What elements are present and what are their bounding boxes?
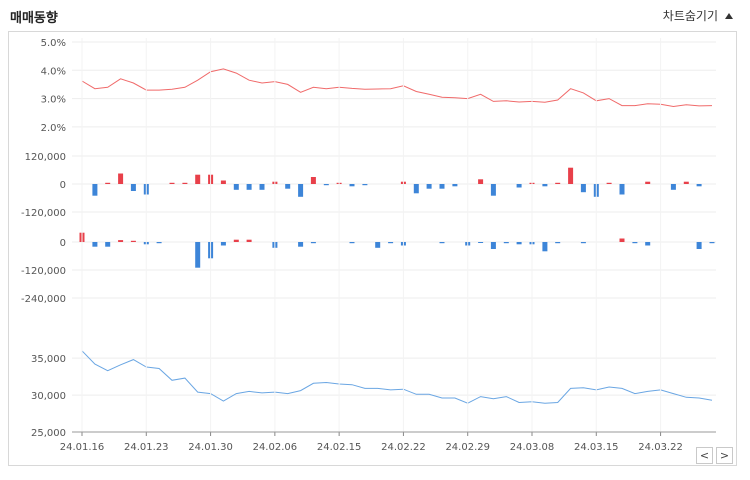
buy-bar bbox=[683, 181, 689, 184]
sell-bar bbox=[632, 242, 638, 244]
sell-bar bbox=[413, 184, 419, 194]
next-button[interactable]: > bbox=[716, 447, 733, 464]
sell-bar bbox=[92, 242, 98, 247]
y-tick-label: -120,000 bbox=[21, 208, 66, 219]
y-tick-label: 0 bbox=[60, 238, 66, 249]
buy-bar bbox=[568, 167, 574, 184]
sell-bar bbox=[709, 242, 715, 244]
sell-bar bbox=[310, 242, 316, 244]
x-tick-label: 24.01.23 bbox=[124, 442, 169, 453]
sell-bar bbox=[555, 242, 561, 244]
sell-bar bbox=[670, 184, 676, 190]
y-tick-label: -240,000 bbox=[21, 294, 66, 305]
buy-bar bbox=[310, 177, 316, 184]
buy-bar bbox=[182, 182, 188, 184]
sell-bar bbox=[516, 242, 522, 245]
sell-bar bbox=[580, 184, 586, 193]
section-title: 매매동향 bbox=[10, 11, 58, 26]
y-tick-label: -120,000 bbox=[21, 266, 66, 277]
price-series-line bbox=[81, 350, 713, 404]
sell-bar bbox=[542, 242, 548, 252]
buy-bar bbox=[220, 180, 226, 184]
rate-series-line bbox=[81, 68, 713, 108]
y-tick-label: 2.0% bbox=[41, 123, 66, 134]
prev-button[interactable]: < bbox=[696, 447, 713, 464]
sell-bar bbox=[130, 184, 136, 191]
buy-bar bbox=[195, 174, 201, 184]
buy-bar bbox=[645, 181, 651, 184]
y-tick-label: 5.0% bbox=[41, 38, 66, 49]
buy-bar bbox=[105, 182, 111, 184]
buy-bar bbox=[246, 239, 252, 242]
chart-frame bbox=[8, 31, 737, 466]
sell-bar bbox=[349, 184, 355, 187]
hide-chart-toggle[interactable]: 차트숨기기 bbox=[663, 7, 733, 24]
sell-bar bbox=[246, 184, 252, 190]
buy-bar bbox=[130, 240, 136, 242]
y-tick-label: 30,000 bbox=[31, 391, 66, 402]
sell-bar bbox=[490, 242, 496, 249]
buy-bar bbox=[606, 182, 612, 184]
sell-bar bbox=[156, 242, 162, 244]
sell-bar bbox=[426, 184, 432, 189]
y-tick-label: 35,000 bbox=[31, 354, 66, 365]
sell-bar bbox=[388, 242, 394, 244]
sell-bar bbox=[478, 242, 484, 243]
sell-bar bbox=[323, 184, 329, 186]
sell-bar bbox=[490, 184, 496, 196]
triangle-up-icon bbox=[725, 12, 733, 19]
y-tick-label: 4.0% bbox=[41, 66, 66, 77]
x-tick-label: 24.01.30 bbox=[188, 442, 233, 453]
sell-bar bbox=[516, 184, 522, 188]
buy-bar bbox=[555, 182, 561, 184]
buy-bar bbox=[118, 240, 124, 242]
sell-bar bbox=[259, 184, 265, 190]
x-tick-label: 24.03.08 bbox=[510, 442, 555, 453]
sell-bar bbox=[298, 242, 304, 247]
x-tick-label: 24.02.22 bbox=[381, 442, 426, 453]
buy-bar bbox=[619, 238, 625, 242]
sell-bar bbox=[503, 242, 509, 244]
sell-bar bbox=[233, 184, 239, 190]
sell-bar bbox=[696, 242, 702, 249]
sell-bar bbox=[220, 242, 226, 246]
sell-bar bbox=[645, 242, 651, 246]
sell-bar bbox=[696, 184, 702, 187]
sell-bar bbox=[580, 242, 586, 244]
y-tick-label: 3.0% bbox=[41, 95, 66, 106]
buy-bar bbox=[118, 173, 124, 184]
x-tick-label: 24.01.16 bbox=[60, 442, 105, 453]
x-tick-label: 24.02.29 bbox=[445, 442, 490, 453]
sell-bar bbox=[298, 184, 304, 197]
sell-bar bbox=[439, 242, 445, 244]
y-tick-label: 0 bbox=[60, 180, 66, 191]
x-tick-label: 24.03.22 bbox=[638, 442, 683, 453]
sell-bar bbox=[542, 184, 548, 187]
hide-chart-label: 차트숨기기 bbox=[662, 9, 718, 23]
sell-bar bbox=[195, 242, 201, 268]
sell-bar bbox=[439, 184, 445, 189]
sell-bar bbox=[105, 242, 111, 247]
sell-bar bbox=[92, 184, 98, 196]
x-tick-label: 24.02.06 bbox=[253, 442, 298, 453]
x-tick-label: 24.02.15 bbox=[317, 442, 362, 453]
y-tick-label: 25,000 bbox=[31, 428, 66, 439]
buy-bar bbox=[478, 179, 484, 184]
buy-bar bbox=[233, 239, 239, 242]
sell-bar bbox=[452, 184, 458, 187]
sell-bar bbox=[362, 184, 368, 186]
sell-bar bbox=[285, 184, 291, 189]
sell-bar bbox=[619, 184, 625, 195]
y-tick-label: 120,000 bbox=[25, 152, 66, 163]
buy-bar bbox=[169, 182, 175, 184]
x-tick-label: 24.03.15 bbox=[574, 442, 619, 453]
sell-bar bbox=[349, 242, 355, 244]
sell-bar bbox=[375, 242, 381, 248]
